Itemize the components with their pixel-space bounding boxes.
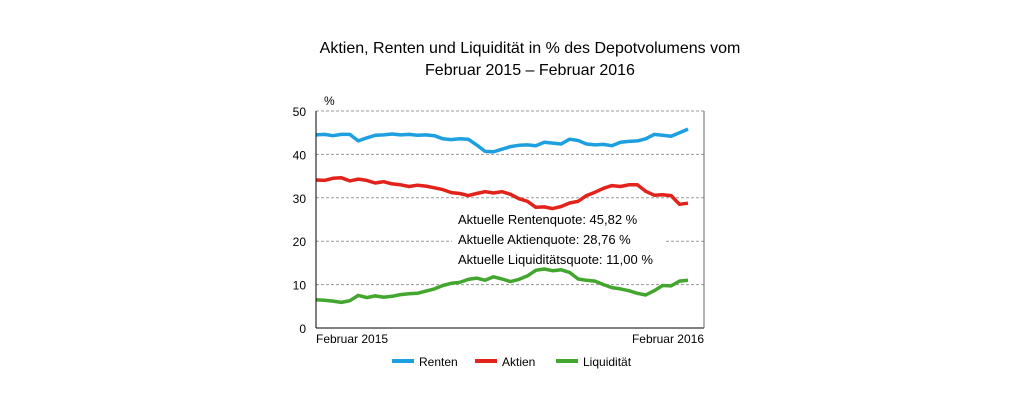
series-line-2 (315, 267, 689, 305)
y-tick-label: 0 (299, 322, 306, 336)
annotation-renten: Aktuelle Rentenquote: 45,82 % (458, 212, 638, 227)
y-tick-label: 30 (293, 192, 307, 206)
legend-label: Aktien (502, 355, 535, 369)
y-axis-label: % (324, 94, 335, 108)
y-tick-label: 20 (293, 235, 307, 249)
chart-title-line2: Februar 2015 – Februar 2016 (425, 62, 635, 79)
y-tick-label: 50 (293, 105, 307, 119)
y-tick-label: 10 (293, 279, 307, 293)
annotation-liquiditaet: Aktuelle Liquiditätsquote: 11,00 % (458, 252, 653, 267)
legend-label: Renten (419, 355, 458, 369)
annotation-aktien: Aktuelle Aktienquote: 28,76 % (458, 232, 631, 247)
annotation-background (452, 208, 664, 270)
series-line-1 (315, 176, 689, 211)
series-line-0 (315, 127, 689, 154)
x-start-label: Februar 2015 (316, 332, 388, 346)
chart-title-line1: Aktien, Renten und Liquidität in % des D… (319, 40, 741, 57)
x-end-label: Februar 2016 (632, 332, 704, 346)
y-tick-label: 40 (293, 148, 307, 162)
legend-label: Liquidität (583, 355, 632, 369)
